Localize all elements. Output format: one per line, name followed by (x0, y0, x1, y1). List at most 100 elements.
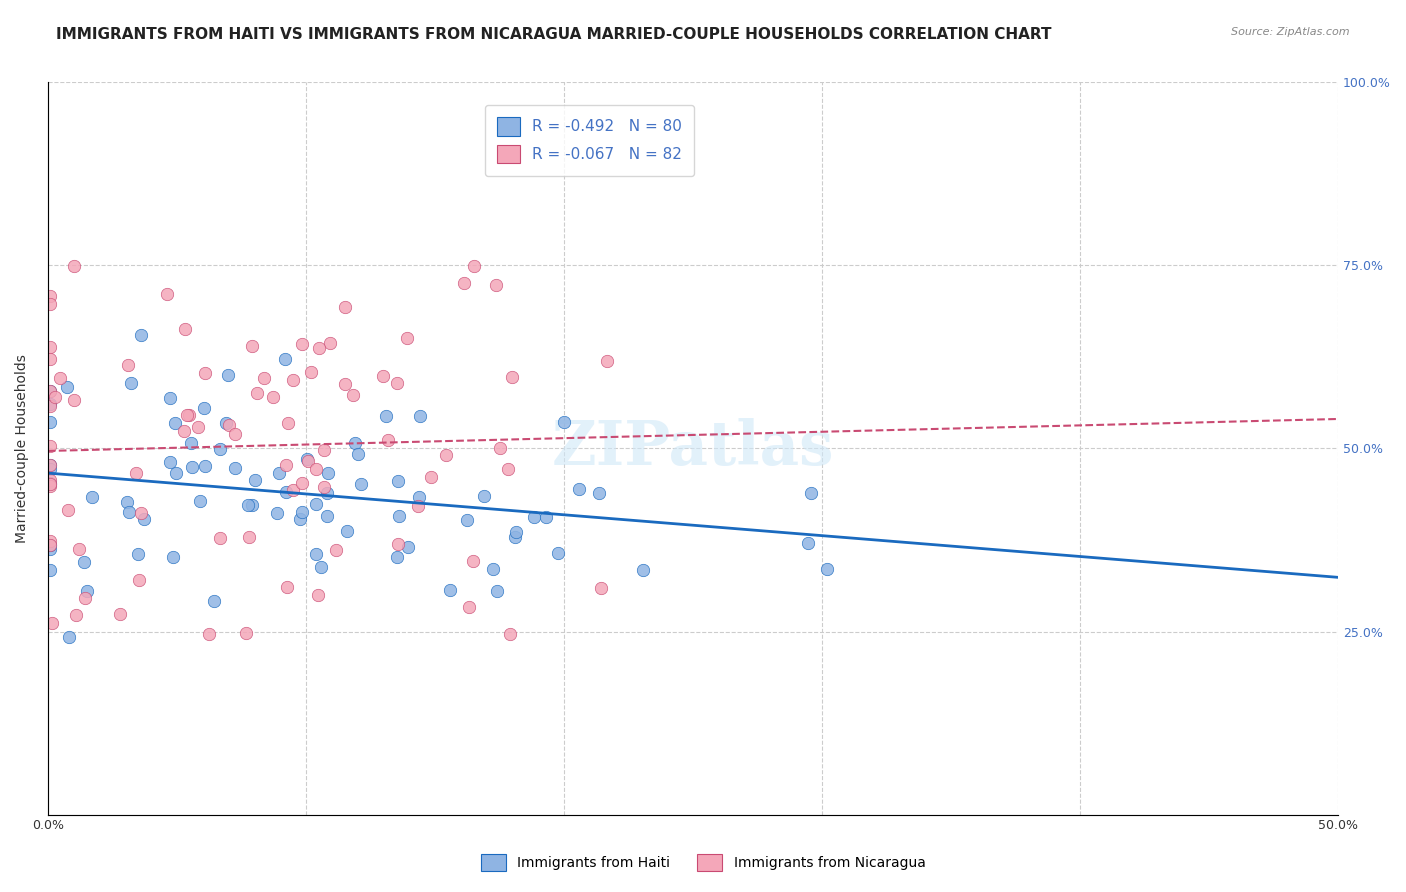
Point (396, 331, 419, 345)
Point (224, 461, 246, 475)
Point (291, 475, 314, 490)
Point (238, 498, 260, 512)
Point (39, 541, 62, 556)
Point (39, 297, 62, 311)
Point (39, 461, 62, 475)
Point (39, 289, 62, 303)
Point (253, 371, 276, 385)
Point (117, 358, 139, 372)
Point (377, 434, 399, 448)
Point (39, 384, 62, 398)
Point (456, 513, 478, 527)
Point (177, 408, 200, 422)
Point (156, 286, 179, 301)
Point (274, 351, 297, 366)
Point (301, 365, 323, 379)
Point (39, 340, 62, 354)
Point (215, 417, 238, 431)
Point (127, 547, 149, 561)
Point (245, 386, 267, 401)
Point (73, 555, 96, 569)
Point (165, 416, 187, 430)
Point (312, 442, 335, 457)
Text: ZIPatlas: ZIPatlas (551, 418, 834, 478)
Point (281, 483, 304, 497)
Text: IMMIGRANTS FROM HAITI VS IMMIGRANTS FROM NICARAGUA MARRIED-COUPLE HOUSEHOLDS COR: IMMIGRANTS FROM HAITI VS IMMIGRANTS FROM… (56, 27, 1052, 42)
Point (312, 479, 335, 493)
Point (39, 352, 62, 367)
Point (39, 384, 62, 399)
Point (58, 503, 80, 517)
Point (193, 401, 215, 416)
Point (188, 494, 211, 508)
Point (125, 467, 148, 481)
Point (485, 277, 508, 292)
Point (439, 582, 461, 597)
Point (458, 599, 481, 614)
Point (311, 559, 333, 574)
Point (325, 543, 347, 558)
Point (797, 536, 820, 550)
Point (39, 538, 62, 552)
Point (173, 424, 195, 438)
Point (118, 505, 141, 519)
Point (288, 512, 311, 526)
Y-axis label: Married-couple Households: Married-couple Households (15, 354, 30, 543)
Point (202, 594, 225, 608)
Point (39, 439, 62, 453)
Point (461, 553, 484, 567)
Point (496, 462, 519, 476)
Point (39, 562, 62, 576)
Point (174, 322, 197, 336)
Point (245, 473, 267, 487)
Point (194, 366, 217, 380)
Point (387, 536, 409, 550)
Point (129, 506, 152, 520)
Point (505, 524, 527, 539)
Point (41, 615, 63, 630)
Point (409, 409, 432, 423)
Point (501, 370, 523, 384)
Point (39, 479, 62, 493)
Point (240, 498, 263, 512)
Point (129, 328, 152, 343)
Text: Source: ZipAtlas.com: Source: ZipAtlas.com (1232, 27, 1350, 37)
Point (343, 436, 366, 450)
Point (56, 380, 79, 394)
Point (208, 442, 231, 457)
Point (498, 627, 520, 641)
Point (596, 354, 619, 368)
Point (297, 454, 319, 468)
Point (269, 467, 291, 481)
Point (385, 376, 408, 390)
Point (315, 486, 337, 500)
Point (274, 484, 297, 499)
Point (197, 627, 219, 641)
Point (67, 542, 90, 557)
Point (318, 467, 340, 481)
Point (534, 510, 557, 524)
Point (396, 540, 419, 554)
Point (218, 417, 240, 432)
Point (181, 459, 204, 474)
Point (307, 589, 329, 603)
Point (817, 562, 839, 576)
Point (486, 583, 509, 598)
Point (165, 467, 187, 481)
Point (408, 491, 430, 505)
Point (240, 338, 263, 352)
Point (283, 373, 305, 387)
Point (374, 409, 396, 423)
Point (159, 391, 181, 405)
Point (276, 581, 298, 595)
Point (44, 390, 66, 404)
Point (48, 371, 70, 385)
Point (75, 591, 97, 606)
Point (434, 448, 457, 462)
Point (120, 376, 142, 390)
Point (276, 458, 298, 472)
Point (262, 391, 284, 405)
Point (305, 547, 328, 561)
Point (176, 408, 198, 422)
Point (419, 470, 441, 484)
